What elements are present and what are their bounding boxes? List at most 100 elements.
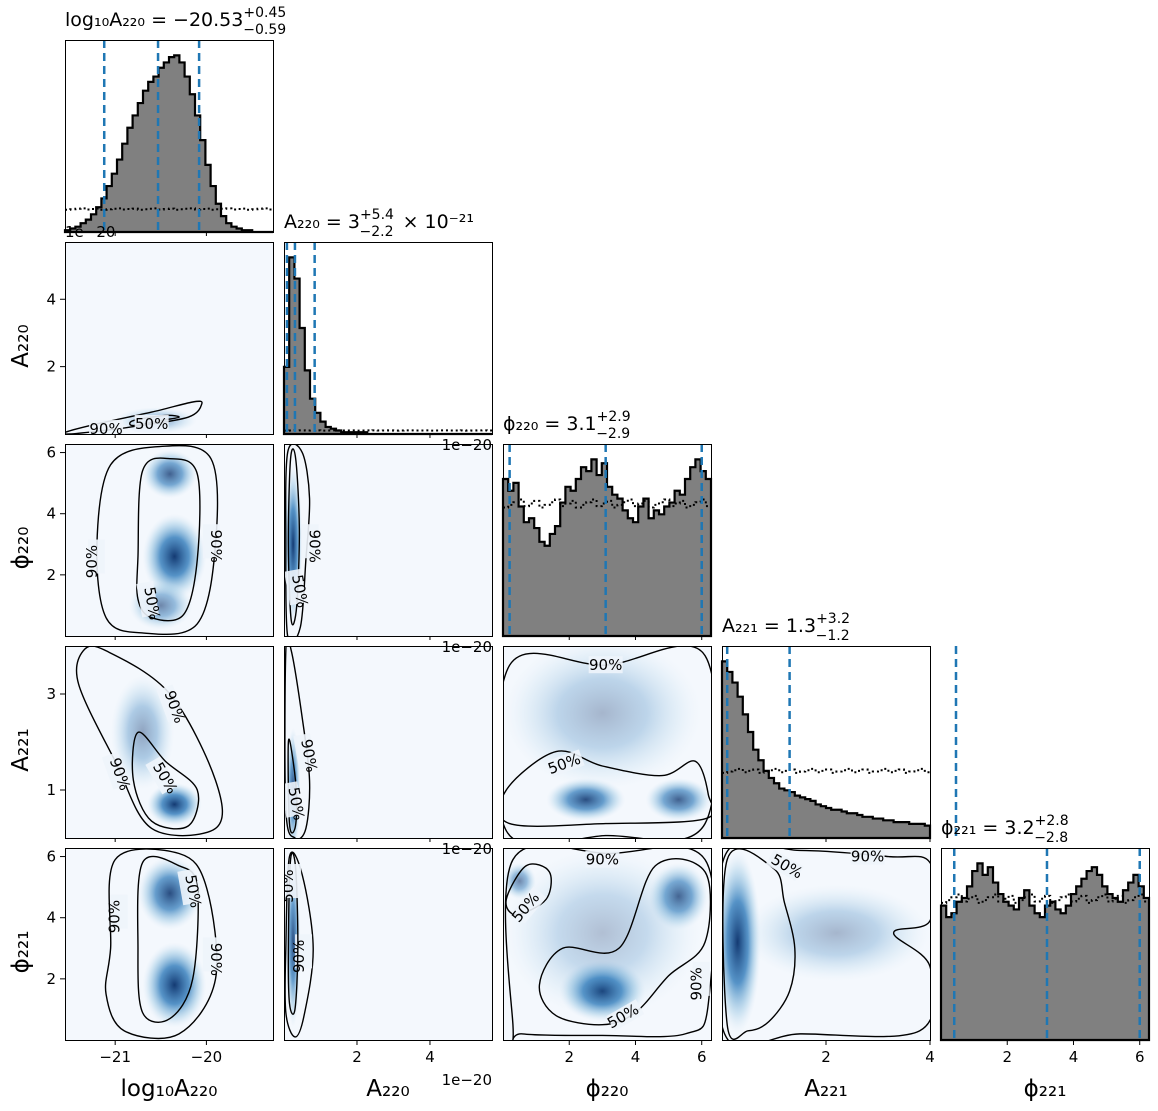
offset-text-x-A220-row3: 1e−20 — [442, 840, 492, 858]
x-axis-label-A220: A₂₂₀ — [366, 1076, 409, 1102]
contour-label-bg-3-1-1-0 — [284, 781, 304, 818]
contour-label-4-0-0-0: 90% — [106, 900, 124, 933]
panel-2d-log10A220-A221: 90%90% 50% — [65, 646, 273, 838]
contour-label-bg-4-2-0-0 — [585, 850, 620, 868]
panel-2d-A220-phi220: 90%50% — [284, 444, 492, 636]
density-blob-4-2-3 — [503, 848, 702, 1019]
xtick-label-phi220-0: 2 — [564, 1048, 574, 1066]
density-3-2: 90%50% — [503, 646, 711, 838]
panel-2d-phi220-A221: 90%50% — [503, 646, 711, 838]
panel-bg-2-1 — [284, 444, 492, 636]
panel-frame-1-0 — [65, 242, 274, 435]
panel-2d-log10A220-phi220: 90% 90% 50% — [65, 444, 273, 636]
density-2-0: 90% 90% 50% — [83, 444, 225, 636]
panel-frame-2-2 — [503, 444, 712, 637]
contour-label-bg-3-0-0-1 — [101, 751, 130, 790]
panel-bg-3-1 — [284, 646, 492, 838]
contour-label-4-0-1-0: 50% — [181, 873, 205, 909]
histogram-outline-A221 — [720, 660, 932, 840]
ytick-label-phi221-2: 6 — [46, 848, 56, 866]
ytick-label-phi220-1: 4 — [46, 505, 56, 523]
density-1-0: 90% 50% — [65, 400, 203, 434]
panel-title-phi220: ϕ₂₂₀ = 3.1+2.9 −2.9 — [503, 409, 631, 442]
contour-90pct-4-3-0 — [722, 848, 930, 1040]
prior-line-phi220 — [503, 498, 711, 509]
xtick-label-log10A220-1: −20 — [191, 1048, 223, 1066]
contour-label-3-1-0-0: 90% — [297, 738, 321, 774]
contour-label-3-2-0-0: 90% — [589, 656, 622, 674]
density-4-0: 90% 90% 50% — [104, 848, 225, 1040]
panel-title-label: A₂₂₀ = 3 — [284, 211, 360, 233]
y-axis-label-A220: A₂₂₀ — [8, 324, 34, 367]
density-blob-3-2-2 — [503, 646, 702, 790]
panel-bg-1-0 — [65, 242, 273, 434]
contour-label-bg-4-0-1-0 — [177, 868, 200, 906]
panel-title-A220: A₂₂₀ = 3+5.4 −2.2 × 10⁻²¹ — [284, 207, 474, 240]
panel-frame-2-1 — [284, 444, 493, 637]
contour-90pct-4-1-0 — [284, 851, 314, 1038]
panel-title-phi221: ϕ₂₂₁ = 3.2+2.8 −2.8 — [941, 813, 1069, 846]
contour-50pct-4-3-1 — [722, 848, 796, 1040]
histogram-outline-phi221 — [939, 862, 1151, 1042]
contour-label-2-1-1-0: 50% — [288, 573, 312, 609]
density-blob-4-0-1 — [142, 942, 207, 1028]
contour-50pct-3-0-1 — [131, 731, 200, 830]
xtick-label-phi220-2: 6 — [697, 1048, 707, 1066]
contour-label-4-0-0-1: 90% — [207, 943, 225, 976]
histogram-fill-phi220 — [503, 459, 711, 636]
contour-label-bg-4-3-1-0 — [765, 849, 804, 882]
prior-line-A221 — [722, 767, 930, 774]
contour-label-bg-3-2-1-0 — [546, 749, 585, 777]
panel-2d-A220-A221: 90%50% — [284, 646, 492, 838]
contour-label-1-0-1-0: 50% — [135, 415, 168, 433]
contour-label-bg-2-1-0-0 — [301, 524, 319, 559]
contour-50pct-4-0-1 — [136, 855, 199, 1023]
xtick-label-log10A220-0: −21 — [99, 1048, 131, 1066]
contour-label-4-2-0-0: 90% — [586, 851, 619, 869]
panel-title-plus: +2.8 — [1035, 813, 1069, 829]
xtick-label-A220-1: 4 — [425, 1048, 435, 1066]
xtick-label-A221-1: 4 — [925, 1048, 935, 1066]
ytick-label-phi221-0: 2 — [46, 970, 56, 988]
panel-title-plus: +2.9 — [597, 409, 631, 425]
panel-frame-0-0 — [65, 40, 274, 233]
panel-title-label: log₁₀A₂₂₀ = −20.53 — [65, 9, 243, 31]
panel-frame-2-0 — [65, 444, 274, 637]
contour-label-bg-3-0-1-0 — [145, 756, 178, 795]
prior-line-log10A220 — [65, 207, 273, 211]
panel-title-minus: −2.2 — [360, 224, 394, 240]
offset-text-x-A220-row1: 1e−20 — [442, 436, 492, 454]
contour-label-bg-4-0-0-0 — [110, 894, 128, 929]
ytick-label-A221-1: 3 — [46, 685, 56, 703]
density-blob-3-2-1 — [645, 778, 711, 822]
contour-label-2-1-0-0: 90% — [306, 530, 324, 563]
contour-label-3-1-1-0: 50% — [284, 786, 308, 822]
contour-label-bg-4-3-0-0 — [850, 848, 885, 865]
ytick-label-phi220-2: 6 — [46, 444, 56, 462]
panel-2d-log10A220-phi221: 90% 90% 50% — [65, 848, 273, 1040]
histogram-fill-log10A220 — [65, 55, 273, 232]
density-3-0: 90%90% 50% — [75, 646, 224, 837]
density-4-2: 90%90%50%50% — [503, 848, 711, 1040]
panel-frame-4-0 — [65, 848, 274, 1041]
contour-label-bg-3-1-0-0 — [293, 733, 316, 770]
contour-label-bg-4-2-0-1 — [692, 961, 710, 996]
panel-frame-1-1 — [284, 242, 493, 435]
x-axis-label-phi220: ϕ₂₂₀ — [586, 1076, 629, 1102]
xtick-label-phi221-1: 4 — [1069, 1048, 1079, 1066]
x-axis-label-A221: A₂₂₁ — [804, 1076, 847, 1102]
contour-label-4-3-0-0: 90% — [851, 848, 884, 866]
density-3-1: 90%50% — [284, 646, 321, 838]
panel-frame-4-1 — [284, 848, 493, 1041]
panel-title-minus: −1.2 — [816, 628, 850, 644]
y-axis-label-A221: A₂₂₁ — [8, 728, 34, 771]
xtick-label-phi221-0: 2 — [1002, 1048, 1012, 1066]
panel-title-minus: −2.9 — [596, 426, 630, 442]
histogram-outline-log10A220 — [63, 54, 273, 234]
contour-label-bg-2-0-1-0 — [136, 581, 159, 618]
panel-bg-4-1 — [284, 848, 492, 1040]
contour-50pct-4-2-1 — [538, 858, 711, 1026]
offset-text-x-A220-bottom: 1e−20 — [442, 1071, 492, 1089]
y-axis-label-phi220: ϕ₂₂₀ — [8, 527, 34, 570]
x-axis-label-log10A220: log₁₀A₂₂₀ — [121, 1076, 218, 1102]
